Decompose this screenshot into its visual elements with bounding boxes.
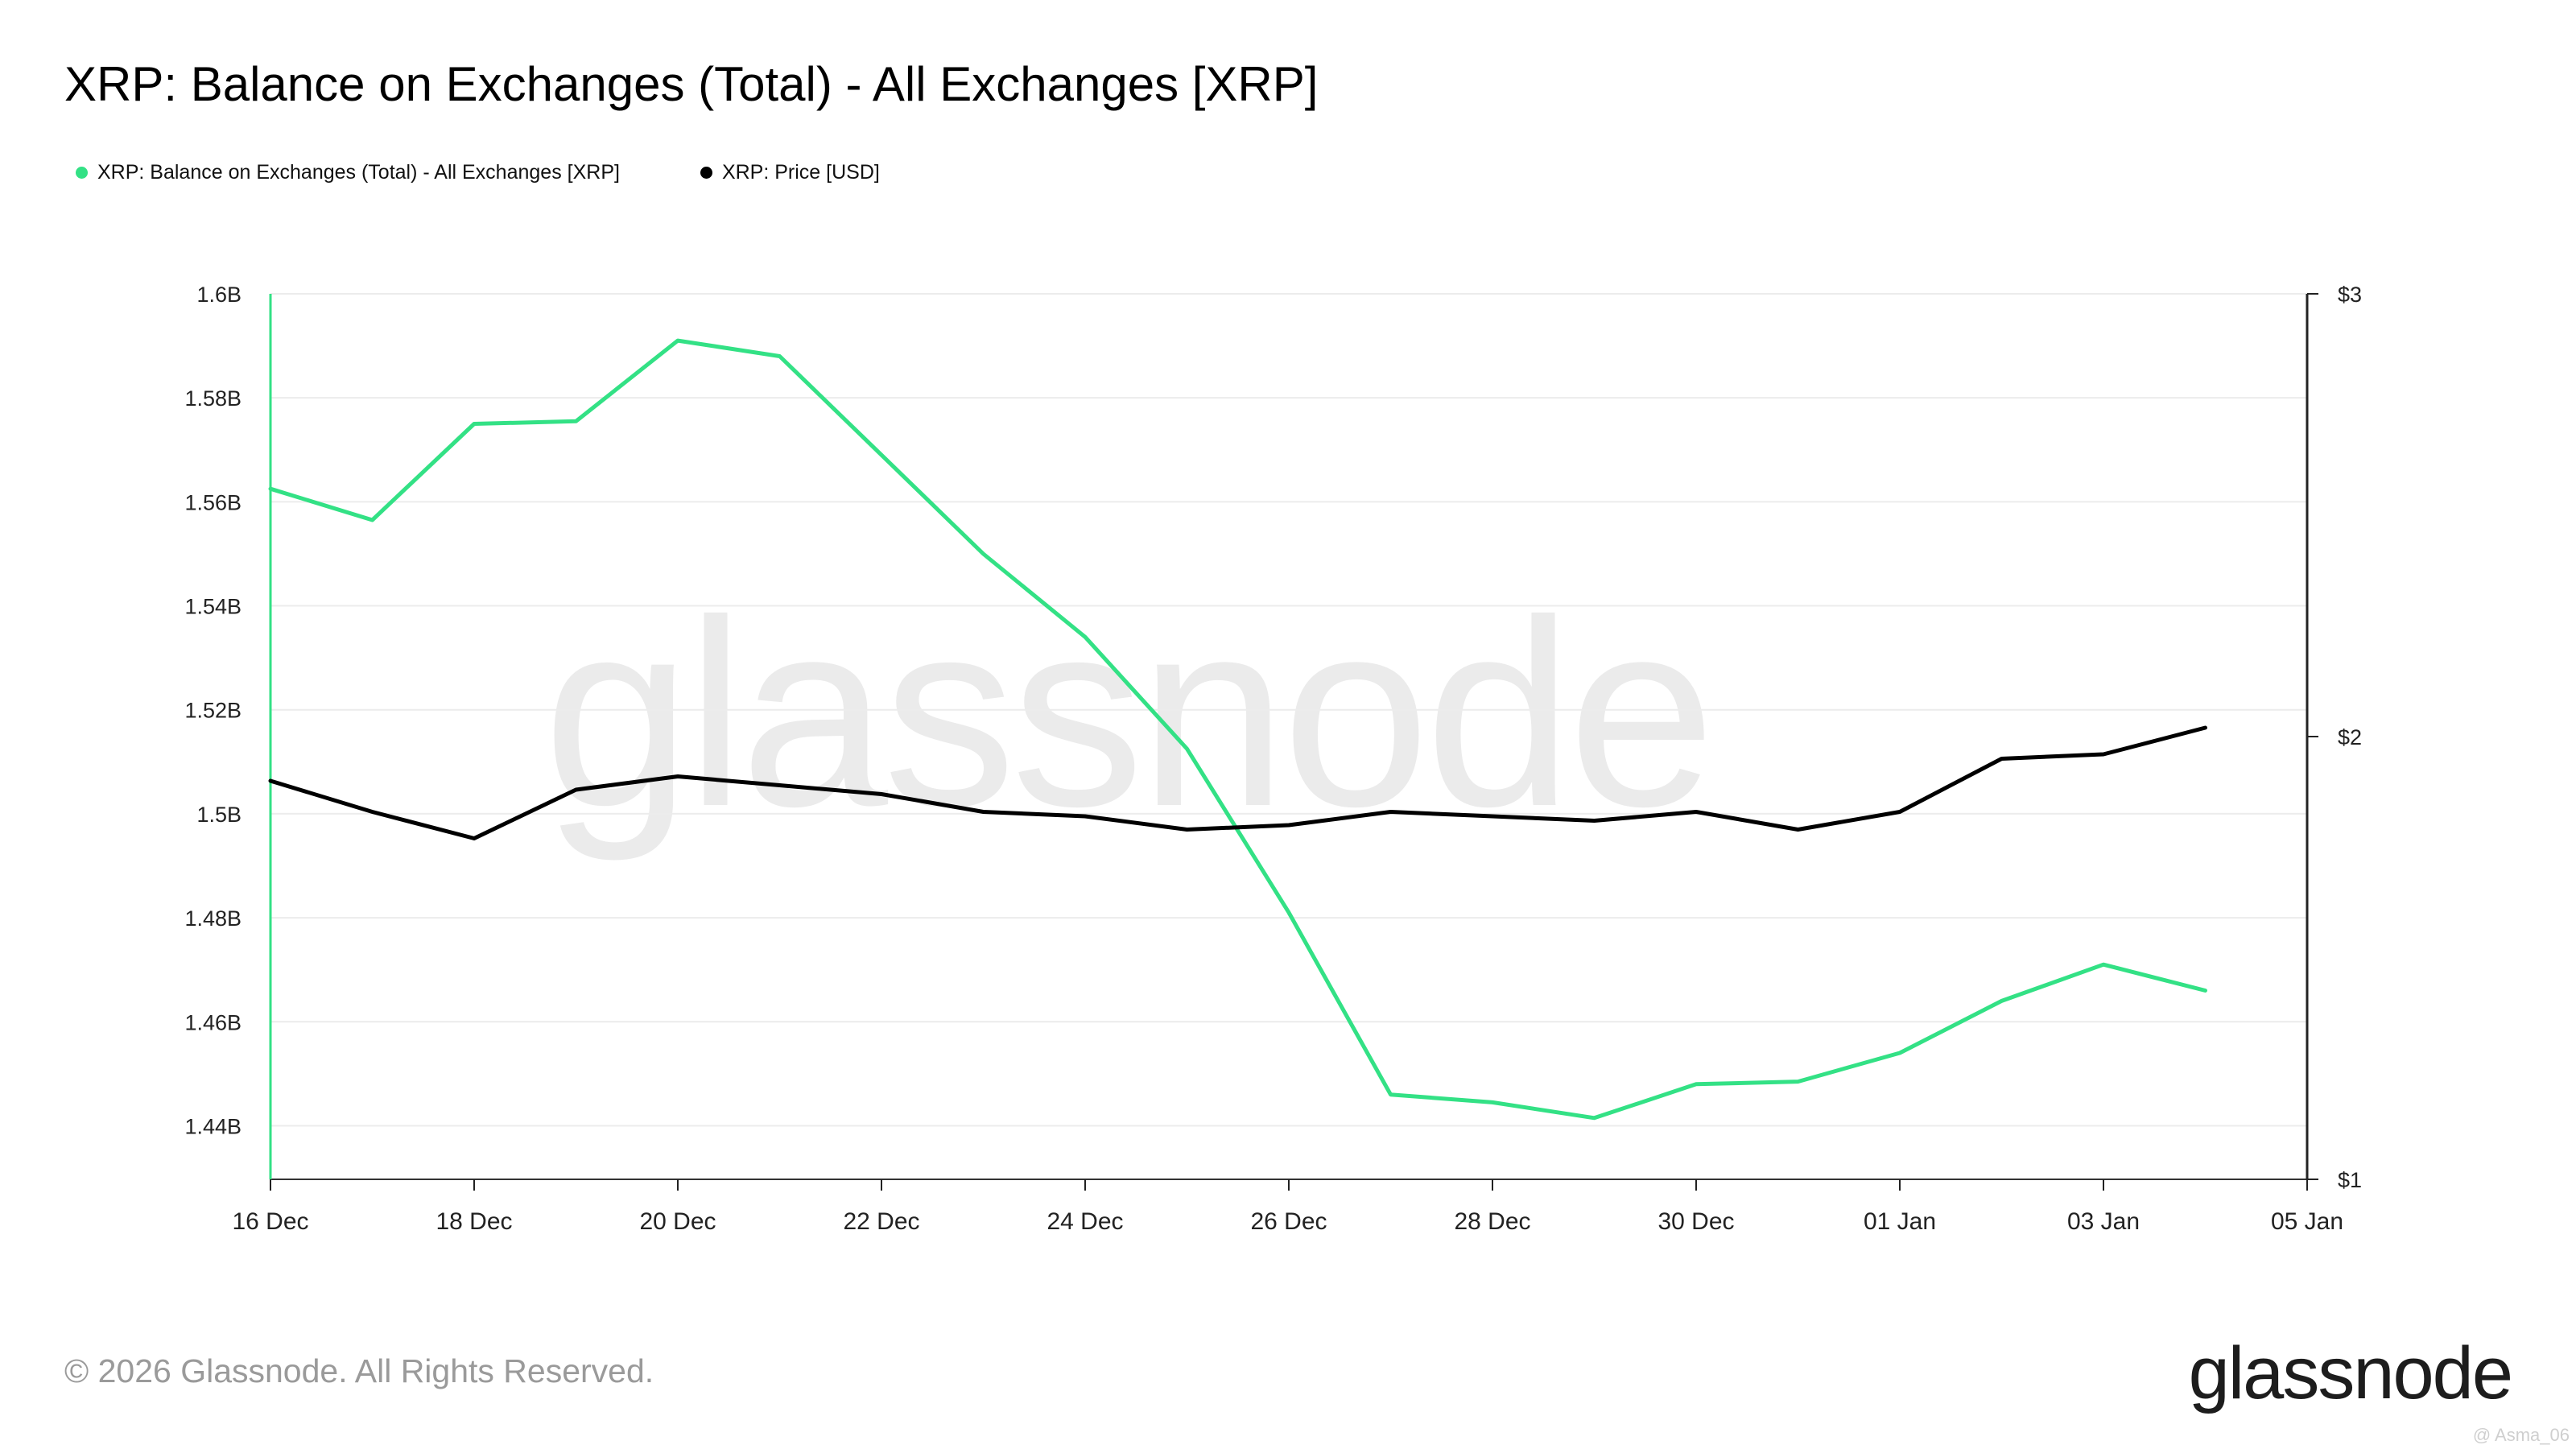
legend-item-balance[interactable]: XRP: Balance on Exchanges (Total) - All … [76, 161, 620, 184]
legend-label-price: XRP: Price [USD] [721, 161, 880, 184]
x-axis-tick-label: 20 Dec [639, 1208, 716, 1235]
legend: XRP: Balance on Exchanges (Total) - All … [76, 161, 880, 184]
left-axis-tick-label: 1.48B [184, 906, 242, 931]
author-credit: @ Asma_06 [2472, 1425, 2570, 1445]
series-lines [268, 338, 2207, 1121]
x-axis-tick-label: 18 Dec [436, 1208, 512, 1235]
left-axis-tick-label: 1.54B [184, 595, 242, 619]
left-axis-tick-label: 1.58B [184, 386, 242, 411]
right-axis-tick-label: $2 [2338, 725, 2362, 749]
glassnode-logo: glassnode [2188, 1332, 2513, 1414]
x-axis-tick-label: 24 Dec [1046, 1208, 1123, 1235]
left-axis-tick-label: 1.6B [196, 283, 242, 307]
x-axis-tick-label: 05 Jan [2271, 1208, 2343, 1235]
left-axis-ticks: 1.6B 1.58B 1.56B 1.54B 1.52B 1.5B 1.48B 1.46B 1.… [184, 283, 242, 1138]
right-axis-tick-label: $1 [2338, 1168, 2362, 1192]
x-axis-tick-label: 26 Dec [1250, 1208, 1327, 1235]
left-axis-tick-label: 1.44B [184, 1114, 242, 1138]
left-axis-tick-label: 1.46B [184, 1010, 242, 1034]
legend-item-price[interactable]: XRP: Price [USD] [700, 161, 880, 184]
grid-lines [270, 293, 2307, 1127]
right-axis-ticks: $3 $2 $1 [2307, 283, 2362, 1192]
legend-label-balance: XRP: Balance on Exchanges (Total) - All … [97, 161, 620, 184]
legend-dot-balance [76, 167, 88, 179]
x-axis-tick-label: 03 Jan [2067, 1208, 2140, 1235]
x-axis-ticks: 16 Dec 18 Dec 20 Dec 22 Dec 24 Dec 26 Dec 28 D… [232, 1179, 2343, 1235]
x-axis-tick-label: 22 Dec [843, 1208, 919, 1235]
series-line-price [268, 725, 2207, 840]
left-axis-tick-label: 1.56B [184, 490, 242, 514]
x-axis-tick-label: 16 Dec [232, 1208, 308, 1235]
x-axis-tick-label: 30 Dec [1657, 1208, 1734, 1235]
left-axis-tick-label: 1.52B [184, 699, 242, 723]
left-axis-tick-label: 1.5B [196, 803, 242, 827]
series-line-balance [268, 338, 2207, 1121]
x-axis-tick-label: 28 Dec [1454, 1208, 1530, 1235]
x-axis-tick-label: 01 Jan [1864, 1208, 1936, 1235]
chart-title: XRP: Balance on Exchanges (Total) - All … [64, 57, 1319, 111]
right-axis-tick-label: $3 [2338, 283, 2362, 307]
footer-copyright: © 2026 Glassnode. All Rights Reserved. [64, 1352, 654, 1389]
legend-dot-price [700, 167, 712, 179]
